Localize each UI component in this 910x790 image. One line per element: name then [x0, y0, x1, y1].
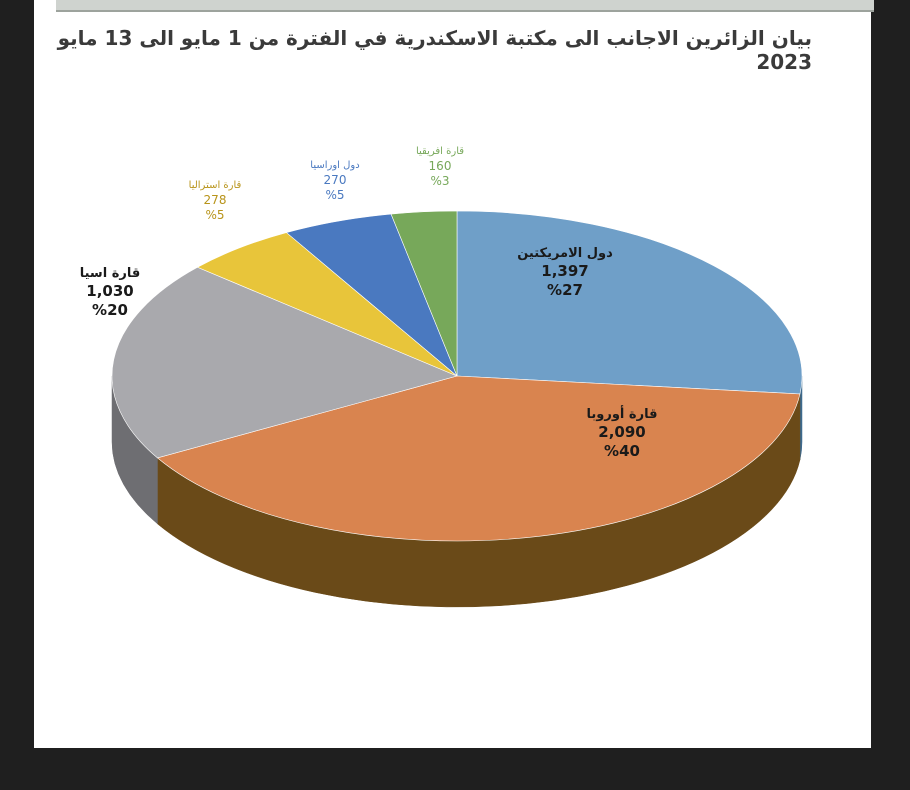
label-asia-name: قارة اسيا — [79, 266, 141, 281]
label-australia: قارة استراليا 278 %5 — [172, 180, 258, 223]
pie-slice-5 — [390, 210, 458, 377]
label-americas: دول الامريكتين 1,397 %27 — [500, 246, 630, 300]
label-eurasia-value: 270 — [323, 172, 347, 187]
label-europe-name: قارة أوروبا — [586, 407, 658, 422]
label-australia-percent: %5 — [205, 207, 225, 222]
label-africa-name: قارة افريقيا — [415, 146, 465, 157]
chart-title: بيان الزائرين الاجانب الى مكتبة الاسكندر… — [57, 26, 812, 74]
top-strip — [56, 0, 874, 12]
label-asia: قارة اسيا 1,030 %20 — [60, 266, 160, 320]
label-eurasia-percent: %5 — [325, 187, 345, 202]
label-asia-value: 1,030 — [86, 282, 134, 301]
label-australia-value: 278 — [203, 192, 227, 207]
label-africa-value: 160 — [428, 158, 452, 173]
label-europe: قارة أوروبا 2,090 %40 — [567, 407, 677, 461]
label-americas-name: دول الامريكتين — [517, 246, 613, 261]
label-eurasia: دول اوراسيا 270 %5 — [292, 160, 378, 203]
pie-slice-2 — [111, 266, 458, 459]
pie-slice-0 — [456, 210, 803, 395]
pie-slice-1 — [156, 375, 801, 542]
label-africa: قارة افريقيا 160 %3 — [400, 146, 480, 189]
label-africa-percent: %3 — [430, 173, 450, 188]
label-americas-value: 1,397 — [541, 262, 589, 281]
label-europe-value: 2,090 — [598, 423, 646, 442]
label-eurasia-name: دول اوراسيا — [310, 160, 360, 171]
label-australia-name: قارة استراليا — [188, 180, 242, 191]
label-americas-percent: %27 — [547, 281, 583, 299]
label-asia-percent: %20 — [92, 301, 128, 319]
label-europe-percent: %40 — [604, 442, 640, 460]
